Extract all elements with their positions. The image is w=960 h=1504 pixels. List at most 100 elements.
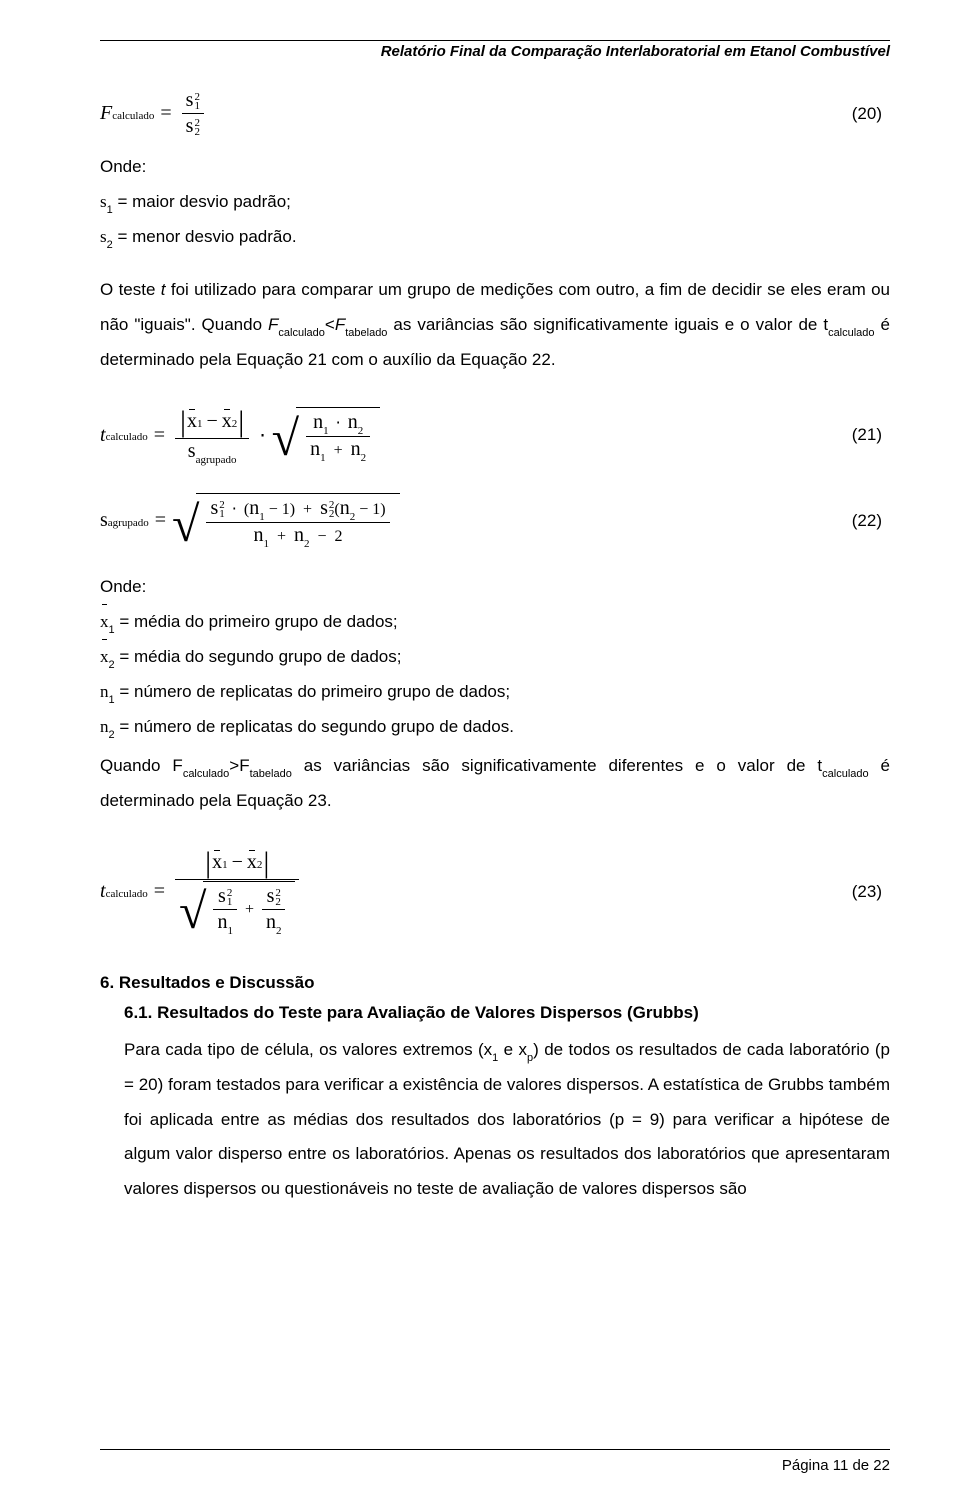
- eq23-lhs-sub: calculado: [106, 888, 148, 900]
- s6-b2: e x: [498, 1040, 527, 1059]
- equation-23-body: tcalculado = | x1 − x2 | √ s21: [100, 847, 303, 937]
- n2-sub: 2: [109, 729, 115, 741]
- eq23-n2-sub: 2: [276, 925, 282, 937]
- eq22-s2: s: [320, 497, 328, 519]
- equals-sign: =: [154, 424, 165, 447]
- minus-sign: −: [207, 410, 218, 433]
- eq21-n1b: n: [310, 438, 320, 460]
- eq23-n2: n: [266, 911, 276, 933]
- p1-f2-sub: tabelado: [345, 327, 387, 339]
- p1-lt: <: [325, 315, 335, 334]
- page-footer: Página 11 de 22: [782, 1457, 890, 1474]
- equation-23: tcalculado = | x1 − x2 | √ s21: [100, 847, 890, 937]
- eq23-s2-sub: 2: [275, 898, 281, 907]
- eq23-n1: n: [217, 911, 227, 933]
- eq22-n1b-sub: 1: [263, 538, 269, 550]
- eq22-n2b-sub: 2: [304, 538, 310, 550]
- eq22-n2: n: [340, 497, 350, 519]
- eq20-fraction: s21 s22: [182, 88, 204, 139]
- section-6-1-heading: 6.1. Resultados do Teste para Avaliação …: [124, 1003, 890, 1023]
- eq21-lhs-sub: calculado: [106, 431, 148, 443]
- minus-sign: −: [232, 851, 243, 874]
- x1bar-sub: 1: [109, 624, 115, 636]
- eq23-x2: x: [247, 851, 257, 874]
- p2-s2: tabelado: [250, 768, 292, 780]
- eq22-one-b: 1: [372, 501, 380, 518]
- s6-b1-sub: 1: [492, 1052, 498, 1064]
- n2-var: n: [100, 717, 109, 736]
- onde-2-line-4: n2 = número de replicatas do segundo gru…: [100, 710, 890, 745]
- s2-var: s: [100, 227, 107, 246]
- n1-var: n: [100, 682, 109, 701]
- p2-s3: calculado: [822, 768, 868, 780]
- equation-21-body: tcalculado = | x1 − x2 | sagrupado ⋅ √: [100, 406, 380, 465]
- equals-sign: =: [160, 102, 171, 125]
- p2-t2: >F: [229, 756, 249, 775]
- eq22-s1: s: [210, 497, 218, 519]
- eq21-number: (21): [852, 425, 890, 445]
- equals-sign: =: [154, 880, 165, 903]
- eq20-den-sub: 2: [194, 128, 200, 137]
- cdot: ⋅: [259, 423, 265, 448]
- onde-1-line-2: s2 = menor desvio padrão.: [100, 220, 890, 255]
- eq23-s1-sub: 1: [227, 898, 233, 907]
- s6-b3: ) de todos os resultados de cada laborat…: [124, 1040, 890, 1198]
- eq22-one-a: 1: [282, 501, 290, 518]
- eq21-n1-sub: 1: [323, 425, 329, 437]
- p2-t3: as variâncias são significativamente dif…: [292, 756, 822, 775]
- eq22-two: 2: [335, 528, 343, 545]
- eq22-n2b: n: [294, 524, 304, 546]
- n1-sub: 1: [109, 694, 115, 706]
- eq23-frac: | x1 − x2 | √ s21 n1: [175, 847, 299, 937]
- eq22-n1: n: [249, 497, 259, 519]
- x2bar-sub: 2: [109, 659, 115, 671]
- eq21-s: s: [188, 440, 196, 462]
- eq20-lhs-var: F: [100, 102, 112, 125]
- onde-2-line-2: x2 = média do segundo grupo de dados;: [100, 640, 890, 675]
- eq22-s1-sub: 1: [219, 510, 225, 519]
- equation-20: Fcalculado = s21 s22 (20): [100, 88, 890, 139]
- eq21-x2-sub: 2: [232, 418, 238, 430]
- s1-rest: = maior desvio padrão;: [113, 192, 291, 211]
- equation-20-body: Fcalculado = s21 s22: [100, 88, 208, 139]
- p1-t1: O teste: [100, 280, 161, 299]
- s2-sub: 2: [107, 239, 113, 251]
- eq22-s2-sub: 2: [329, 510, 335, 519]
- eq23-x1: x: [212, 851, 222, 874]
- onde-1-heading: Onde:: [100, 157, 890, 177]
- p2-t1: Quando F: [100, 756, 183, 775]
- eq21-n2: n: [348, 411, 358, 433]
- eq23-s1: s: [218, 885, 226, 907]
- eq22-n2-sub: 2: [350, 511, 356, 523]
- onde-2-heading: Onde:: [100, 577, 890, 597]
- page: Relatório Final da Comparação Interlabor…: [0, 0, 960, 1504]
- eq21-frac1: | x1 − x2 | sagrupado: [175, 406, 249, 465]
- eq21-x1: x: [187, 410, 197, 433]
- x2bar-rest: = média do segundo grupo de dados;: [115, 647, 402, 666]
- s1-var: s: [100, 192, 107, 211]
- eq21-n1b-sub: 1: [320, 452, 326, 464]
- p1-t3-sub: calculado: [828, 327, 874, 339]
- x1bar: x: [100, 605, 109, 640]
- eq22-lhs-sub: agrupado: [108, 517, 149, 529]
- x1bar-rest: = média do primeiro grupo de dados;: [115, 612, 398, 631]
- n1-rest: = número de replicatas do primeiro grupo…: [115, 682, 510, 701]
- eq22-sqrt: √ s21 ⋅ (n1 − 1) + s22(n2 − 1) n1: [172, 493, 400, 549]
- eq20-lhs-sub: calculado: [112, 110, 154, 122]
- eq20-num-var: s: [186, 89, 194, 111]
- s6-b1: Para cada tipo de célula, os valores ext…: [124, 1040, 492, 1059]
- x2bar: x: [100, 640, 109, 675]
- equation-22: sagrupado = √ s21 ⋅ (n1 − 1) + s22(n2 − …: [100, 493, 890, 549]
- s1-sub: 1: [107, 204, 113, 216]
- eq23-n1-sub: 1: [227, 925, 233, 937]
- eq21-x2: x: [222, 410, 232, 433]
- eq21-n2b-sub: 2: [361, 452, 367, 464]
- eq22-n1-sub: 1: [259, 511, 265, 523]
- p1-f1-sub: calculado: [278, 327, 324, 339]
- s2-rest: = menor desvio padrão.: [113, 227, 297, 246]
- s6-b2-sub: p: [527, 1052, 533, 1064]
- p1-t3: as variâncias são significativamente igu…: [387, 315, 828, 334]
- eq21-x1-sub: 1: [197, 418, 203, 430]
- paragraph-2: Quando F calculado >Ftabelado as variância…: [100, 749, 890, 819]
- equation-22-body: sagrupado = √ s21 ⋅ (n1 − 1) + s22(n2 − …: [100, 493, 400, 549]
